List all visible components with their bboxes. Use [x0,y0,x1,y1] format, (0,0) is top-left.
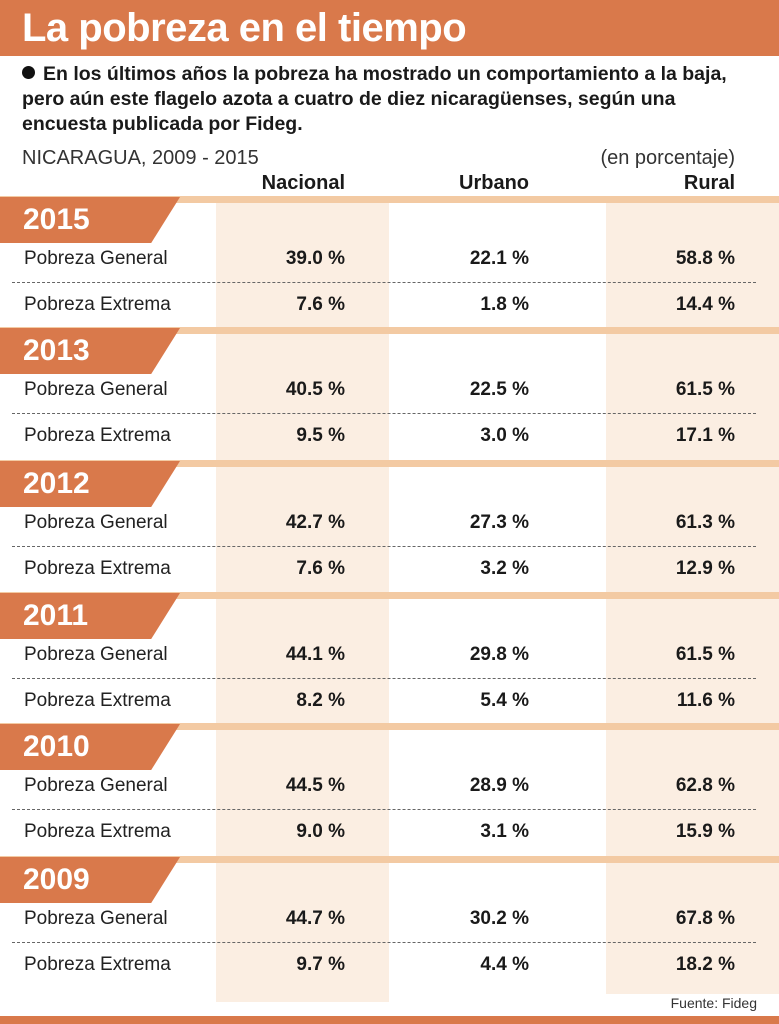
value-cell-urbano: 29.8 % [469,644,529,665]
column-header-urbano: Urbano [459,172,529,194]
year-label: 2013 [23,334,90,367]
year-band [0,592,779,599]
value-cell-rural: 14.4 % [675,294,735,315]
row-label-pobreza-extrema: Pobreza Extrema [24,425,171,446]
value-cell-rural: 61.5 % [675,644,735,665]
year-tab [0,328,180,374]
row-divider [12,282,756,283]
region-label: NICARAGUA, 2009 - 2015 [22,147,259,169]
row-label-pobreza-extrema: Pobreza Extrema [24,954,171,975]
bullet-icon [22,66,35,79]
value-cell-nacional: 40.5 % [285,379,345,400]
value-cell-nacional: 44.7 % [285,908,345,929]
row-label-pobreza-general: Pobreza General [24,908,168,929]
value-cell-nacional: 44.5 % [285,775,345,796]
row-label-pobreza-extrema: Pobreza Extrema [24,294,171,315]
value-cell-urbano: 3.0 % [480,425,529,446]
year-band [0,723,779,730]
value-cell-rural: 17.1 % [675,425,735,446]
value-cell-rural: 67.8 % [675,908,735,929]
year-tab [0,461,180,507]
value-cell-nacional: 39.0 % [285,248,345,269]
subtitle-text: En los últimos años la pobreza ha mostra… [22,63,727,135]
source-note: Fuente: Fideg [670,995,757,1011]
year-label: 2009 [23,863,90,896]
value-cell-rural: 58.8 % [675,248,735,269]
value-cell-nacional: 8.2 % [296,690,345,711]
row-divider [12,942,756,943]
bottom-bar [0,1016,779,1024]
value-cell-rural: 61.5 % [675,379,735,400]
title-bar [0,0,779,56]
row-divider [12,678,756,679]
value-cell-nacional: 42.7 % [285,512,345,533]
value-cell-urbano: 22.5 % [469,379,529,400]
value-cell-nacional: 7.6 % [296,294,345,315]
year-label: 2010 [23,730,90,763]
year-tab [0,197,180,243]
row-divider [12,546,756,547]
column-header-nacional: Nacional [261,172,345,194]
year-label: 2011 [23,599,89,632]
value-cell-rural: 12.9 % [675,558,735,579]
value-cell-rural: 18.2 % [675,954,735,975]
value-cell-urbano: 30.2 % [469,908,529,929]
value-cell-urbano: 3.1 % [480,821,529,842]
value-cell-urbano: 3.2 % [480,558,529,579]
year-band [0,856,779,863]
unit-label: (en porcentaje) [600,147,735,169]
year-band [0,196,779,203]
value-cell-nacional: 7.6 % [296,558,345,579]
column-header-rural: Rural [683,172,735,194]
year-label: 2012 [23,467,90,500]
year-band [0,460,779,467]
value-cell-nacional: 9.5 % [296,425,345,446]
value-cell-nacional: 9.7 % [296,954,345,975]
value-cell-urbano: 28.9 % [469,775,529,796]
value-cell-urbano: 1.8 % [480,294,529,315]
value-cell-rural: 62.8 % [675,775,735,796]
value-cell-urbano: 5.4 % [480,690,529,711]
row-label-pobreza-general: Pobreza General [24,248,168,269]
value-cell-urbano: 4.4 % [480,954,529,975]
row-label-pobreza-extrema: Pobreza Extrema [24,821,171,842]
year-tab [0,724,180,770]
row-label-pobreza-extrema: Pobreza Extrema [24,690,171,711]
subtitle: En los últimos años la pobreza ha mostra… [22,62,762,137]
year-tab [0,857,180,903]
value-cell-rural: 11.6 % [676,690,735,711]
row-label-pobreza-general: Pobreza General [24,775,168,796]
row-label-pobreza-general: Pobreza General [24,644,168,665]
value-cell-urbano: 27.3 % [469,512,529,533]
value-cell-rural: 15.9 % [675,821,735,842]
value-cell-nacional: 9.0 % [296,821,345,842]
year-tab [0,593,180,639]
value-cell-nacional: 44.1 % [285,644,345,665]
row-label-pobreza-extrema: Pobreza Extrema [24,558,171,579]
value-cell-rural: 61.3 % [675,512,735,533]
row-label-pobreza-general: Pobreza General [24,379,168,400]
page-title: La pobreza en el tiempo [22,6,467,50]
row-label-pobreza-general: Pobreza General [24,512,168,533]
value-cell-urbano: 22.1 % [469,248,529,269]
year-band [0,327,779,334]
year-label: 2015 [23,203,90,236]
row-divider [12,809,756,810]
row-divider [12,413,756,414]
